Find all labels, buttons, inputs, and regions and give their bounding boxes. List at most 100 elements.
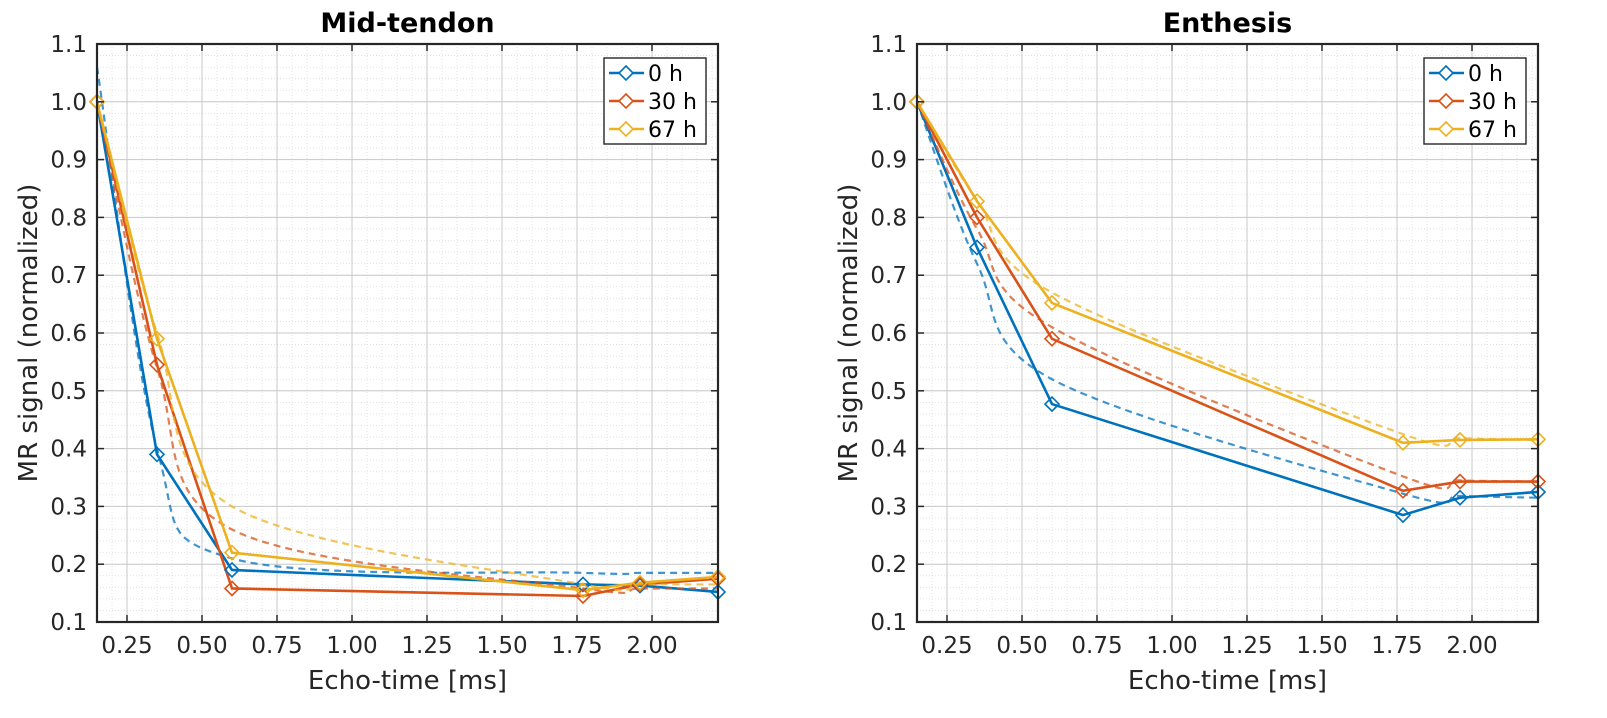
legend-swatch-marker bbox=[617, 64, 635, 82]
data-point-30h bbox=[223, 580, 241, 597]
x-tick-label: 1.25 bbox=[1221, 633, 1272, 659]
data-point-0h bbox=[1043, 395, 1061, 413]
legend-label: 67 h bbox=[648, 118, 697, 143]
chart-enthesis: 0.25 0.50 0.75 1.00 1.25 1.50 1.75 2.00 0.1 0.2 0.… bbox=[834, 8, 1547, 696]
y-tick-label: 0.8 bbox=[870, 205, 907, 231]
y-tick-label: 0.3 bbox=[870, 494, 907, 520]
data-point-0h bbox=[968, 239, 986, 256]
y-tick-label: 0.1 bbox=[870, 610, 907, 636]
chart-title: Mid-tendon bbox=[320, 8, 494, 39]
y-tick-label: 0.7 bbox=[50, 263, 87, 289]
legend-swatch-marker bbox=[1437, 64, 1455, 82]
series-line-67h bbox=[917, 101, 1538, 445]
y-tick-label: 0.9 bbox=[870, 148, 907, 174]
y-tick-label: 0.5 bbox=[50, 379, 87, 405]
y-tick-label: 1.0 bbox=[50, 90, 87, 116]
grid bbox=[96, 43, 718, 623]
legend-entry-30h: 30 h bbox=[1429, 90, 1517, 115]
data-point-67h bbox=[148, 330, 166, 347]
fit-curve-0h bbox=[97, 66, 718, 576]
y-tick-label: 0.7 bbox=[870, 263, 907, 289]
y-axis-label: MR signal (normalized) bbox=[834, 184, 864, 483]
legend-label: 0 h bbox=[1468, 62, 1503, 87]
y-tick-label: 0.3 bbox=[50, 494, 87, 520]
data-point-30h bbox=[968, 209, 986, 226]
x-tick-label: 1.50 bbox=[1296, 633, 1347, 659]
data-point-30h bbox=[1451, 473, 1469, 490]
grid bbox=[916, 43, 1538, 623]
data-point-0h bbox=[574, 576, 592, 593]
y-tick-label: 0.2 bbox=[50, 552, 87, 578]
x-tick-label: 1.75 bbox=[551, 633, 602, 659]
y-tick-label: 1.0 bbox=[870, 90, 907, 116]
data-point-67h bbox=[968, 193, 986, 210]
data-point-0h bbox=[631, 577, 649, 594]
chart-mid-tendon: 0.25 0.50 0.75 1.00 1.25 1.50 1.75 2.00 0.1 0.2 0.… bbox=[14, 8, 727, 696]
data-point-67h bbox=[1043, 294, 1061, 312]
data-point-0h bbox=[223, 561, 241, 579]
legend-swatch-marker bbox=[617, 120, 635, 138]
data-point-67h bbox=[574, 582, 592, 599]
series-line-30h bbox=[917, 101, 1538, 493]
chart-title: Enthesis bbox=[1163, 8, 1293, 39]
legend-swatch-marker bbox=[1437, 120, 1455, 138]
fit-curve-0h bbox=[917, 101, 1538, 504]
x-tick-label: 1.50 bbox=[476, 633, 527, 659]
legend: 0 h 30 h 67 h bbox=[603, 57, 707, 145]
legend-label: 30 h bbox=[648, 90, 697, 115]
data-point-30h bbox=[1043, 330, 1061, 347]
x-tick-label: 0.50 bbox=[176, 633, 227, 659]
data-point-30h bbox=[148, 356, 166, 373]
legend-entry-0h: 0 h bbox=[609, 62, 683, 87]
x-tick-label: 2.00 bbox=[1446, 633, 1497, 659]
series-group bbox=[97, 66, 718, 598]
data-point-67h bbox=[1394, 434, 1412, 451]
legend-entry-67h: 67 h bbox=[609, 118, 697, 143]
legend-label: 0 h bbox=[648, 62, 683, 87]
data-point-67h bbox=[631, 574, 649, 591]
x-tick-label: 1.00 bbox=[326, 633, 377, 659]
y-tick-label: 1.1 bbox=[870, 32, 907, 58]
x-tick-label: 0.75 bbox=[1071, 633, 1122, 659]
x-tick-label: 0.25 bbox=[101, 633, 152, 659]
x-tick-label: 1.75 bbox=[1371, 633, 1422, 659]
legend-label: 30 h bbox=[1468, 90, 1517, 115]
y-tick-label: 0.1 bbox=[50, 610, 87, 636]
x-tick-label: 2.00 bbox=[626, 633, 677, 659]
data-point-30h bbox=[631, 576, 649, 593]
series-line-0h bbox=[97, 101, 718, 594]
y-tick-label: 0.4 bbox=[50, 437, 87, 463]
x-axis-label: Echo-time [ms] bbox=[308, 666, 507, 696]
x-tick-label: 1.25 bbox=[401, 633, 452, 659]
x-tick-label: 0.50 bbox=[996, 633, 1047, 659]
x-tick-label: 0.25 bbox=[921, 633, 972, 659]
legend-entry-30h: 30 h bbox=[609, 90, 697, 115]
data-point-0h bbox=[1451, 489, 1469, 506]
series-group bbox=[917, 101, 1538, 517]
data-point-30h bbox=[1394, 482, 1412, 499]
y-tick-label: 0.4 bbox=[870, 437, 907, 463]
y-tick-label: 0.6 bbox=[870, 321, 907, 347]
legend: 0 h 30 h 67 h bbox=[1423, 57, 1527, 145]
fit-curve-67h bbox=[917, 101, 1538, 447]
y-tick-label: 0.6 bbox=[50, 321, 87, 347]
y-axis-label: MR signal (normalized) bbox=[14, 184, 44, 483]
x-tick-label: 0.75 bbox=[251, 633, 302, 659]
y-tick-label: 0.5 bbox=[870, 379, 907, 405]
x-axis-label: Echo-time [ms] bbox=[1128, 666, 1327, 696]
legend-entry-0h: 0 h bbox=[1429, 62, 1503, 87]
legend-label: 67 h bbox=[1468, 118, 1517, 143]
data-point-0h bbox=[148, 446, 166, 463]
fit-curve-30h bbox=[97, 101, 718, 594]
data-point-0h bbox=[1394, 506, 1412, 524]
series-line-67h bbox=[97, 101, 718, 592]
data-point-67h bbox=[223, 544, 241, 561]
x-tick-label: 1.00 bbox=[1146, 633, 1197, 659]
y-tick-label: 1.1 bbox=[50, 32, 87, 58]
y-tick-label: 0.9 bbox=[50, 148, 87, 174]
y-tick-label: 0.8 bbox=[50, 205, 87, 231]
legend-swatch-marker bbox=[1437, 92, 1455, 110]
fit-curve-30h bbox=[917, 101, 1538, 490]
series-line-0h bbox=[917, 101, 1538, 517]
